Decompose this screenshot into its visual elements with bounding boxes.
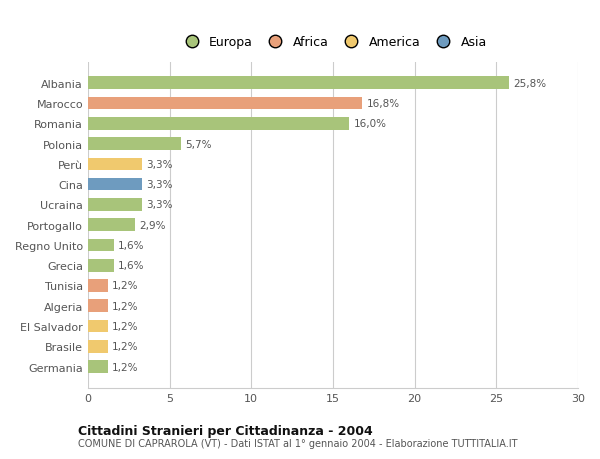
Text: 16,8%: 16,8% bbox=[367, 99, 400, 109]
Text: 3,3%: 3,3% bbox=[146, 180, 172, 190]
Bar bbox=[88, 138, 181, 151]
Bar bbox=[88, 320, 107, 333]
Bar bbox=[88, 179, 142, 191]
Text: 1,2%: 1,2% bbox=[112, 281, 138, 291]
Bar bbox=[88, 300, 107, 313]
Text: 1,2%: 1,2% bbox=[112, 301, 138, 311]
Text: 3,3%: 3,3% bbox=[146, 159, 172, 169]
Text: 25,8%: 25,8% bbox=[514, 78, 547, 89]
Text: COMUNE DI CAPRAROLA (VT) - Dati ISTAT al 1° gennaio 2004 - Elaborazione TUTTITAL: COMUNE DI CAPRAROLA (VT) - Dati ISTAT al… bbox=[78, 438, 517, 448]
Bar bbox=[88, 199, 142, 211]
Text: 2,9%: 2,9% bbox=[139, 220, 166, 230]
Bar bbox=[88, 118, 349, 130]
Bar bbox=[88, 361, 107, 373]
Text: Cittadini Stranieri per Cittadinanza - 2004: Cittadini Stranieri per Cittadinanza - 2… bbox=[78, 424, 373, 437]
Text: 5,7%: 5,7% bbox=[185, 139, 212, 149]
Bar bbox=[88, 259, 114, 272]
Text: 1,6%: 1,6% bbox=[118, 241, 145, 251]
Bar bbox=[88, 280, 107, 292]
Bar bbox=[88, 158, 142, 171]
Legend: Europa, Africa, America, Asia: Europa, Africa, America, Asia bbox=[179, 36, 487, 49]
Bar bbox=[88, 239, 114, 252]
Bar bbox=[88, 77, 509, 90]
Text: 1,2%: 1,2% bbox=[112, 362, 138, 372]
Text: 1,2%: 1,2% bbox=[112, 341, 138, 352]
Bar bbox=[88, 97, 362, 110]
Bar bbox=[88, 340, 107, 353]
Bar bbox=[88, 219, 136, 231]
Text: 1,6%: 1,6% bbox=[118, 261, 145, 271]
Text: 3,3%: 3,3% bbox=[146, 200, 172, 210]
Text: 1,2%: 1,2% bbox=[112, 321, 138, 331]
Text: 16,0%: 16,0% bbox=[353, 119, 386, 129]
